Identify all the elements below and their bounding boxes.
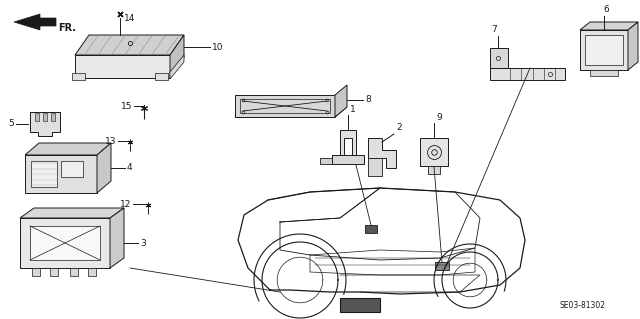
Polygon shape [75,35,184,55]
Polygon shape [61,161,83,177]
Polygon shape [155,73,168,80]
Text: 9: 9 [436,113,442,122]
Text: FR.: FR. [58,23,76,33]
Polygon shape [20,218,110,268]
Polygon shape [428,166,440,174]
Polygon shape [580,22,638,30]
Bar [365,225,377,233]
Polygon shape [75,55,170,78]
Polygon shape [235,107,347,117]
Polygon shape [580,30,628,70]
Text: 2: 2 [396,123,402,132]
Polygon shape [72,73,85,80]
Text: 12: 12 [120,200,131,209]
Polygon shape [50,268,58,276]
Text: 6: 6 [603,5,609,14]
Bar [43,113,47,121]
Polygon shape [32,268,40,276]
Polygon shape [490,48,508,68]
Polygon shape [340,130,356,155]
Polygon shape [170,55,184,79]
Bar [35,113,39,121]
Polygon shape [235,95,335,117]
Polygon shape [97,143,111,193]
Text: 5: 5 [8,120,14,129]
Bar [51,113,55,121]
Polygon shape [14,14,56,30]
Polygon shape [628,22,638,70]
Polygon shape [25,155,97,193]
Polygon shape [110,208,124,268]
Polygon shape [30,112,60,136]
Text: 14: 14 [124,14,136,23]
Text: 8: 8 [365,95,371,105]
Bar [435,262,449,270]
Polygon shape [490,68,565,80]
Polygon shape [368,158,382,176]
Polygon shape [335,85,347,117]
Polygon shape [20,208,124,218]
Polygon shape [590,70,618,76]
Text: 10: 10 [212,42,223,51]
Polygon shape [70,268,78,276]
Polygon shape [31,161,57,187]
Polygon shape [368,138,396,168]
Text: SE03-81302: SE03-81302 [560,301,606,310]
Text: 7: 7 [491,25,497,34]
Bar [340,298,380,312]
Text: 15: 15 [120,102,132,111]
Polygon shape [420,138,448,166]
Polygon shape [170,35,184,78]
Polygon shape [320,158,332,164]
Polygon shape [25,143,111,155]
Polygon shape [332,155,364,164]
Text: 4: 4 [127,164,132,173]
Polygon shape [30,226,100,260]
Text: 13: 13 [104,137,116,146]
Text: 3: 3 [140,239,146,248]
Text: 1: 1 [350,105,356,114]
Polygon shape [88,268,96,276]
Polygon shape [585,35,623,65]
